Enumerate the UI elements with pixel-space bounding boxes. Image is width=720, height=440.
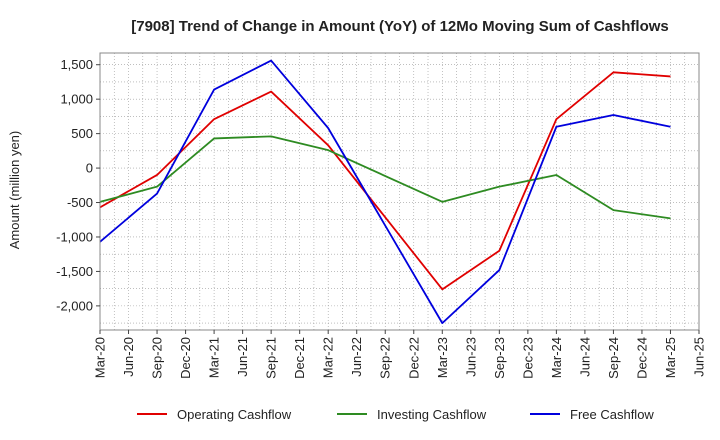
series-line-investing-cashflow <box>99 135 671 220</box>
x-tick-label: Jun-23 <box>463 337 478 377</box>
x-tick-label: Jun-24 <box>577 337 592 377</box>
x-tick-label: Sep-24 <box>606 337 621 379</box>
x-tick-label: Dec-20 <box>178 337 193 379</box>
legend-label-investing-cashflow: Investing Cashflow <box>377 407 487 422</box>
x-tick-label: Dec-21 <box>292 337 307 379</box>
x-tick-label: Mar-24 <box>549 337 564 378</box>
series-line-free-cashflow <box>99 59 671 325</box>
y-tick-label: 1,000 <box>60 92 93 107</box>
x-tick-label: Jun-21 <box>235 337 250 377</box>
y-tick-label: -1,500 <box>56 264 93 279</box>
legend-label-operating-cashflow: Operating Cashflow <box>177 407 292 422</box>
x-tick-label: Sep-21 <box>264 337 279 379</box>
x-tick-label: Dec-24 <box>634 337 649 379</box>
x-tick-label: Mar-23 <box>435 337 450 378</box>
chart-title: [7908] Trend of Change in Amount (YoY) o… <box>131 18 669 35</box>
plot-frame <box>99 52 700 331</box>
x-tick-labels: Mar-20 Jun-20 Sep-20 Dec-20 Mar-21 Jun-21 Sep-… <box>93 330 707 379</box>
x-tick-label: Dec-22 <box>406 337 421 379</box>
x-tick-label: Dec-23 <box>520 337 535 379</box>
series-line-operating-cashflow <box>99 71 671 291</box>
y-tick-label: -500 <box>67 195 93 210</box>
y-tick-label: -2,000 <box>56 298 93 313</box>
x-tick-label: Jun-22 <box>349 337 364 377</box>
y-tick-label: 1,500 <box>60 57 93 72</box>
grid-layer <box>99 53 700 330</box>
series-layer <box>99 59 671 325</box>
x-tick-label: Sep-23 <box>492 337 507 379</box>
y-tick-label: -1,000 <box>56 229 93 244</box>
x-tick-label: Mar-22 <box>321 337 336 378</box>
legend: Operating Cashflow Investing Cashflow Free… <box>137 407 654 422</box>
x-tick-label: Sep-22 <box>378 337 393 379</box>
y-axis-label: Amount (million yen) <box>7 131 22 250</box>
y-tick-label: 0 <box>86 161 93 176</box>
y-tick-label: 500 <box>71 126 93 141</box>
x-tick-label: Mar-25 <box>663 337 678 378</box>
x-tick-label: Sep-20 <box>150 337 165 379</box>
y-tick-labels: 1,500 1,000 500 0 -500 -1,000 -1,500 -2,000 <box>56 57 100 313</box>
x-tick-label: Mar-21 <box>207 337 222 378</box>
x-tick-label: Jun-25 <box>692 337 707 377</box>
legend-label-free-cashflow: Free Cashflow <box>570 407 654 422</box>
x-tick-label: Mar-20 <box>93 337 108 378</box>
x-tick-label: Jun-20 <box>121 337 136 377</box>
